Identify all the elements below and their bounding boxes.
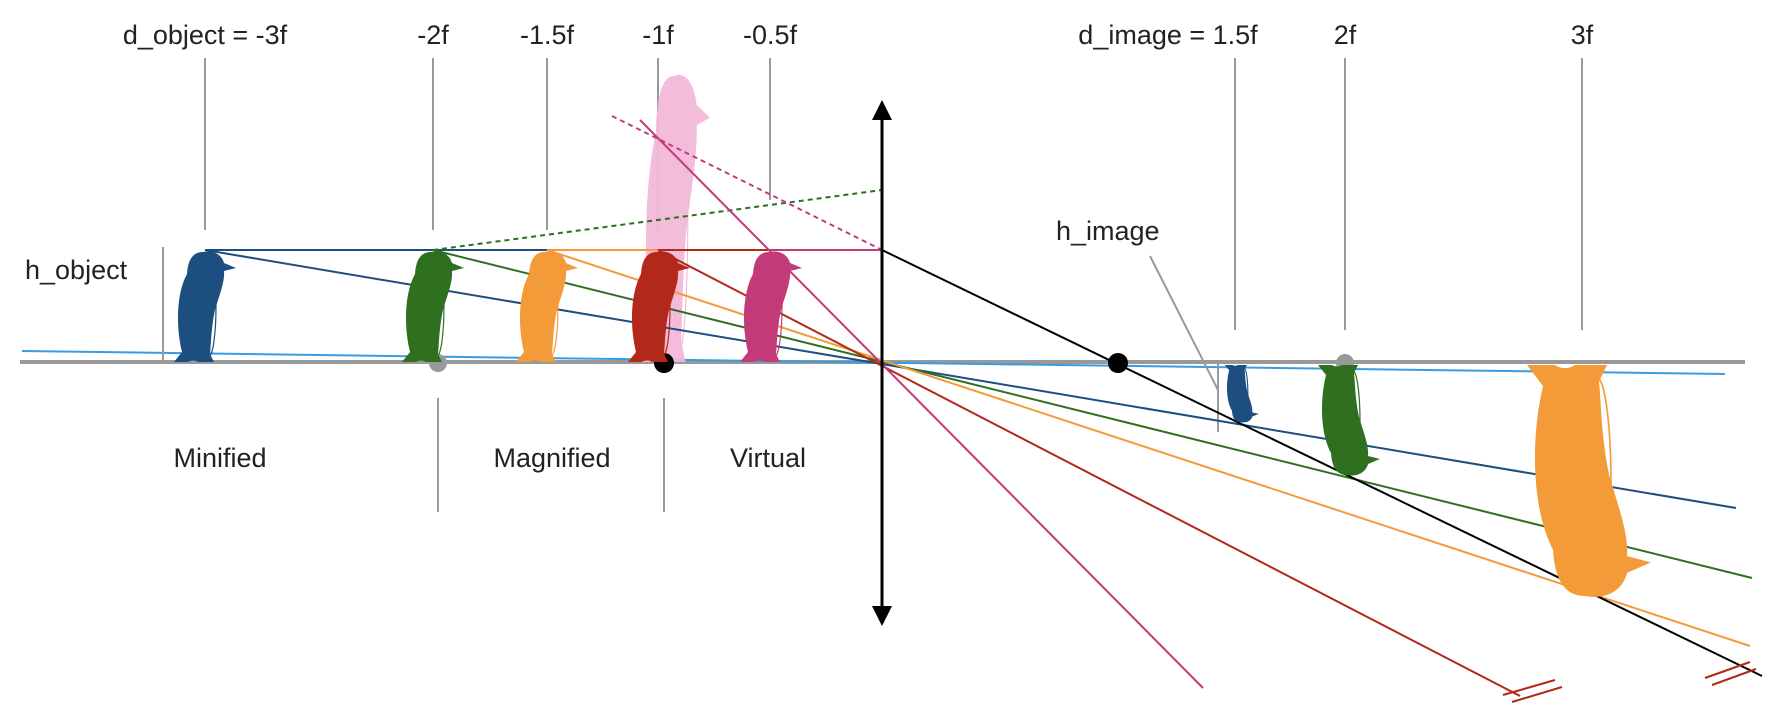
label-h-object: h_object xyxy=(25,255,128,285)
label-plus-3f: 3f xyxy=(1571,20,1594,50)
penguin-object-minus-3f xyxy=(174,251,236,362)
h-image-leader xyxy=(1149,255,1219,391)
label-d-image: d_image = 1.5f xyxy=(1078,20,1258,50)
label-region-virtual: Virtual xyxy=(730,443,806,473)
penguin-object-minus-1f xyxy=(628,251,690,362)
label-minus-0-5f: -0.5f xyxy=(743,20,798,50)
label-h-image: h_image xyxy=(1056,216,1160,246)
penguin-object-minus-2f xyxy=(402,251,464,362)
penguin-image-1-5f xyxy=(1224,365,1259,423)
label-region-magnified: Magnified xyxy=(493,443,610,473)
label-d-object: d_object = -3f xyxy=(123,20,288,50)
label-region-minified: Minified xyxy=(173,443,266,473)
label-minus-2f: -2f xyxy=(417,20,449,50)
penguin-image-3f xyxy=(1527,365,1651,597)
point-plus-1f xyxy=(1108,353,1128,373)
lens-arrow xyxy=(872,100,892,626)
ray-hash-marks xyxy=(1502,661,1757,703)
penguin-object-minus-0-5f xyxy=(740,251,802,362)
label-plus-2f: 2f xyxy=(1334,20,1357,50)
virtual-image-penguin xyxy=(641,74,710,362)
label-minus-1-5f: -1.5f xyxy=(520,20,575,50)
label-minus-1f: -1f xyxy=(642,20,674,50)
penguin-image-2f xyxy=(1318,365,1380,476)
penguin-object-minus-1-5f xyxy=(516,251,578,362)
